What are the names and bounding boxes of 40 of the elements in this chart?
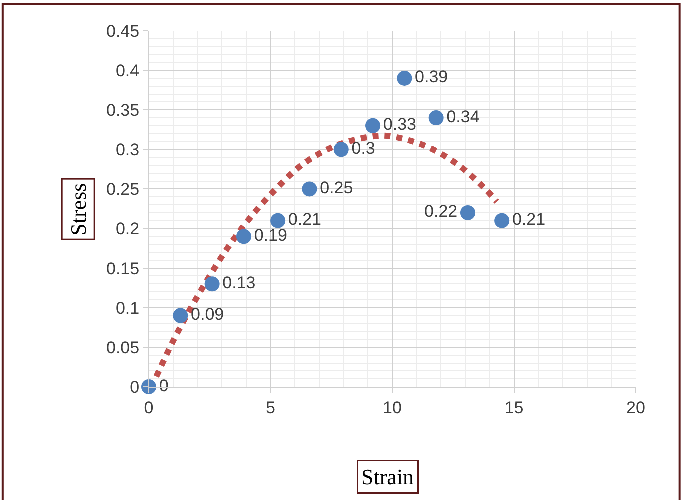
point [334, 142, 349, 158]
x-tick-label: 15 [504, 398, 524, 418]
y-tick-label: 0.2 [116, 220, 140, 239]
point [173, 308, 188, 324]
x-tick-label: 5 [266, 398, 276, 418]
data-label: 0.09 [191, 305, 224, 324]
point [366, 118, 381, 134]
data-label: 0.25 [320, 178, 354, 198]
data-label: 0.22 [424, 202, 458, 222]
point [460, 205, 476, 220]
data-label: 0.21 [288, 210, 322, 230]
y-axis-title: Stress [66, 183, 91, 236]
point [270, 213, 286, 228]
data-label: 0.3 [352, 138, 376, 158]
x-tick-label: 10 [383, 398, 402, 418]
point [302, 182, 318, 197]
x-axis-title: Strain [362, 464, 414, 490]
y-tick-label: 0.1 [116, 298, 140, 318]
data-label: 0.33 [383, 115, 416, 134]
x-tick-label: 0 [144, 398, 154, 418]
point [142, 380, 156, 394]
y-tick-label: 0.3 [116, 140, 140, 160]
y-tick-label: 0.05 [106, 338, 140, 358]
y-tick-label: 0.4 [116, 62, 140, 81]
y-tick-label: 0 [130, 378, 140, 397]
y-tick-label: 0.25 [106, 180, 140, 200]
point [204, 276, 220, 292]
data-label: 0.13 [222, 273, 256, 292]
data-label: 0.39 [415, 68, 448, 87]
point [397, 70, 412, 86]
point [236, 229, 252, 244]
y-tick-label: 0.35 [106, 101, 140, 120]
data-label: 0.19 [254, 226, 288, 245]
point [494, 213, 510, 228]
data-label: 0.34 [446, 107, 480, 126]
y-tick-label: 0.15 [106, 259, 140, 278]
x-tick-label: 20 [626, 398, 646, 418]
y-tick-label: 0.45 [106, 22, 140, 41]
data-label: 0.21 [512, 210, 546, 230]
point [428, 110, 444, 126]
